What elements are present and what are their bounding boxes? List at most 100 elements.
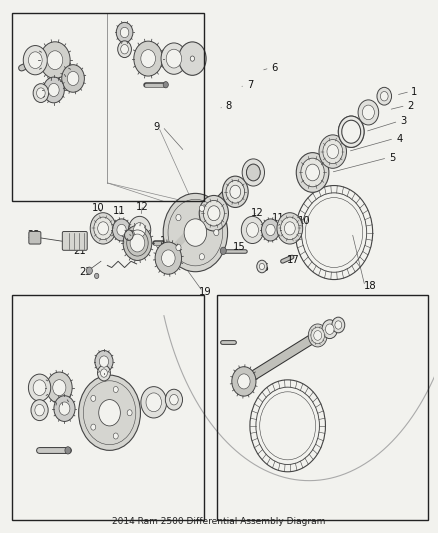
Circle shape <box>332 317 345 333</box>
Circle shape <box>214 229 219 236</box>
FancyBboxPatch shape <box>62 231 87 251</box>
Circle shape <box>323 140 343 164</box>
Circle shape <box>146 393 162 411</box>
Circle shape <box>162 250 175 266</box>
Circle shape <box>170 394 178 405</box>
Text: 11: 11 <box>113 206 126 216</box>
Circle shape <box>46 372 72 403</box>
Circle shape <box>311 327 325 344</box>
Circle shape <box>141 386 166 418</box>
Circle shape <box>118 41 131 58</box>
Circle shape <box>223 176 248 207</box>
Circle shape <box>208 206 220 221</box>
Circle shape <box>296 152 329 192</box>
Circle shape <box>99 356 109 367</box>
Circle shape <box>99 400 120 426</box>
Text: 14: 14 <box>201 246 213 256</box>
Circle shape <box>266 224 275 236</box>
Circle shape <box>342 120 360 143</box>
Text: 18: 18 <box>364 281 376 292</box>
Circle shape <box>322 320 337 338</box>
FancyBboxPatch shape <box>29 231 41 244</box>
Text: 17: 17 <box>286 255 299 265</box>
Circle shape <box>47 51 63 70</box>
Text: 2: 2 <box>407 101 413 111</box>
Circle shape <box>277 213 303 244</box>
Circle shape <box>117 224 126 236</box>
Text: 5: 5 <box>390 153 396 163</box>
Circle shape <box>98 365 110 381</box>
Bar <box>12 295 204 520</box>
Circle shape <box>128 216 151 244</box>
Circle shape <box>314 330 321 340</box>
Text: 7: 7 <box>247 80 253 90</box>
Circle shape <box>319 135 346 168</box>
Text: 10: 10 <box>298 215 310 225</box>
Circle shape <box>203 200 224 226</box>
Circle shape <box>40 42 70 78</box>
Circle shape <box>65 447 71 454</box>
Circle shape <box>362 105 374 120</box>
Text: 1: 1 <box>411 86 417 96</box>
Circle shape <box>308 324 327 347</box>
Text: 15: 15 <box>233 241 246 252</box>
Circle shape <box>257 260 267 273</box>
Circle shape <box>54 395 75 422</box>
Circle shape <box>141 50 155 68</box>
Circle shape <box>184 219 207 246</box>
Circle shape <box>338 116 364 148</box>
Circle shape <box>343 123 359 141</box>
Circle shape <box>95 351 113 373</box>
Circle shape <box>284 222 295 235</box>
Circle shape <box>163 193 228 272</box>
Text: 22: 22 <box>125 227 138 237</box>
Circle shape <box>380 92 388 101</box>
Circle shape <box>33 380 46 395</box>
Circle shape <box>220 247 226 254</box>
Circle shape <box>306 164 319 181</box>
Text: 16: 16 <box>256 263 269 272</box>
Circle shape <box>377 87 392 105</box>
Text: 8: 8 <box>225 101 232 111</box>
Circle shape <box>161 43 187 74</box>
Circle shape <box>301 158 324 187</box>
Circle shape <box>176 245 181 251</box>
Circle shape <box>121 45 128 54</box>
Circle shape <box>23 45 47 75</box>
Circle shape <box>163 82 168 88</box>
Text: 6: 6 <box>272 63 278 73</box>
Circle shape <box>62 64 85 92</box>
Circle shape <box>94 217 113 240</box>
Circle shape <box>134 41 162 76</box>
Text: 23: 23 <box>79 266 92 277</box>
Text: 23: 23 <box>27 230 40 240</box>
Text: 13: 13 <box>160 237 173 246</box>
Circle shape <box>53 379 66 395</box>
Text: 4: 4 <box>396 134 403 143</box>
Circle shape <box>242 159 265 186</box>
Circle shape <box>91 424 96 430</box>
Text: 11: 11 <box>272 213 285 223</box>
Circle shape <box>230 185 241 198</box>
Circle shape <box>67 71 79 85</box>
Circle shape <box>127 410 132 416</box>
Circle shape <box>241 216 264 244</box>
Circle shape <box>113 219 131 241</box>
Circle shape <box>335 321 342 329</box>
Text: 3: 3 <box>400 116 407 126</box>
Circle shape <box>79 375 141 450</box>
Circle shape <box>166 389 183 410</box>
Circle shape <box>91 395 96 401</box>
Text: 19: 19 <box>199 287 212 296</box>
Text: 10: 10 <box>92 203 104 213</box>
Circle shape <box>179 42 206 75</box>
Circle shape <box>43 77 64 103</box>
Circle shape <box>247 223 258 237</box>
Circle shape <box>232 367 256 396</box>
Circle shape <box>238 374 250 389</box>
Text: 12: 12 <box>251 208 263 218</box>
Circle shape <box>261 219 279 241</box>
Circle shape <box>28 374 51 401</box>
Circle shape <box>325 324 334 334</box>
Circle shape <box>259 263 265 270</box>
